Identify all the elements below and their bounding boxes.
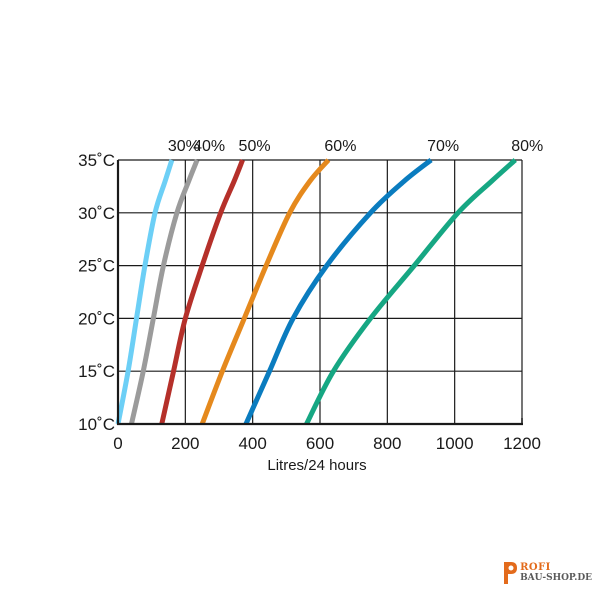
series-line-5 [304, 158, 517, 426]
tick-labels: 30%40% 50% 60% 70% 80% 0 200 400 600 800 1000 1200 1… [78, 138, 543, 453]
y-tick-label-1: 15˚C [78, 362, 115, 381]
x-tick-label-6: 1200 [503, 434, 541, 453]
x-tick-label-4: 800 [373, 434, 401, 453]
series-line-3 [199, 158, 331, 425]
x-tick-label-0: 0 [113, 434, 122, 453]
logo-p-mark-icon [504, 562, 518, 584]
y-tick-label-2: 20˚C [78, 309, 115, 328]
series-label-4: 70% [427, 138, 459, 155]
series-line-4 [243, 158, 433, 426]
x-tick-label-2: 400 [238, 434, 266, 453]
brand-logo: ROFI BAU-SHOP.DE [502, 560, 592, 586]
series-line-2 [159, 159, 245, 425]
logo-line-2: BAU-SHOP.DE [520, 573, 592, 583]
logo-line-1: ROFI [520, 562, 551, 573]
series-label-0: 30% [168, 138, 200, 155]
x-tick-label-3: 600 [306, 434, 334, 453]
x-tick-label-5: 1000 [436, 434, 474, 453]
x-axis-label: Litres/24 hours [267, 457, 366, 474]
series-lines [115, 158, 517, 426]
x-tick-label-1: 200 [171, 434, 199, 453]
y-tick-label-5: 35˚C [78, 151, 115, 170]
series-label-2: 50% [239, 138, 271, 155]
y-tick-label-0: 10˚C [78, 415, 115, 434]
series-label-3: 60% [324, 138, 356, 155]
series-label-1: 40% [193, 138, 225, 155]
series-line-0 [115, 159, 175, 425]
y-tick-label-4: 30˚C [78, 204, 115, 223]
series-label-5: 80% [511, 138, 543, 155]
series-line-1 [129, 159, 200, 425]
grid [118, 159, 523, 424]
axes [116, 160, 523, 426]
y-tick-label-3: 25˚C [78, 257, 115, 276]
